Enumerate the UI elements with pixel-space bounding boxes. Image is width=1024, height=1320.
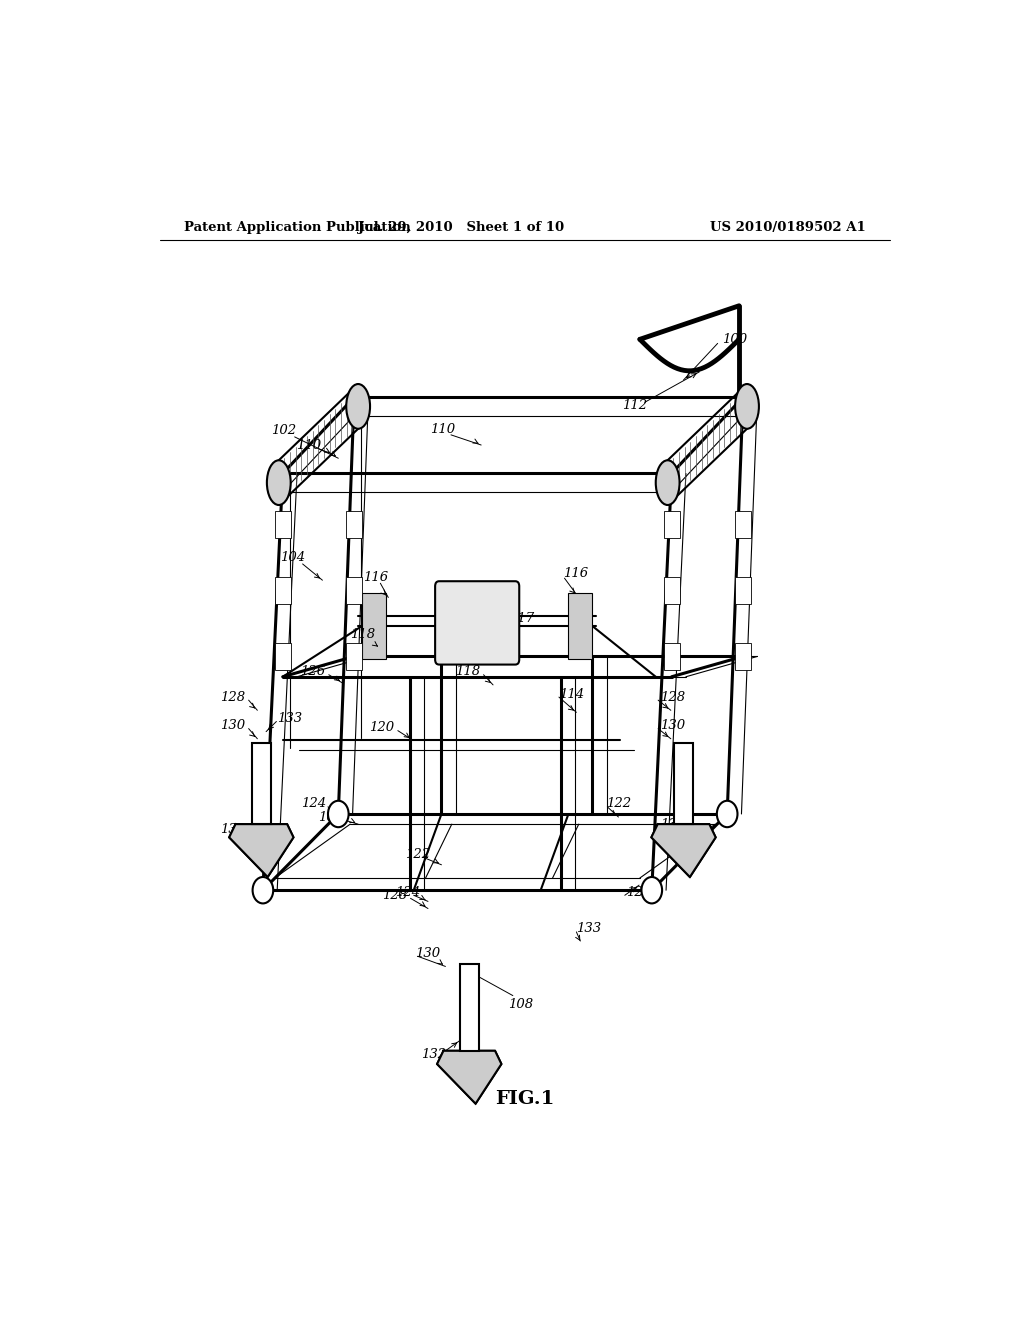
Text: 100: 100 xyxy=(722,333,746,346)
Text: 110: 110 xyxy=(296,438,322,451)
Text: 130: 130 xyxy=(416,946,440,960)
Bar xyxy=(664,643,680,669)
FancyBboxPatch shape xyxy=(435,581,519,664)
Text: 116: 116 xyxy=(364,570,388,583)
Text: 126: 126 xyxy=(300,665,325,678)
Bar xyxy=(735,643,751,669)
Bar xyxy=(274,577,291,603)
Bar xyxy=(274,511,291,537)
Text: 124: 124 xyxy=(395,886,420,899)
Polygon shape xyxy=(651,824,716,876)
Bar xyxy=(674,743,693,824)
Text: 132: 132 xyxy=(220,822,246,836)
Bar xyxy=(362,594,386,660)
Text: 110: 110 xyxy=(430,424,456,437)
Text: 124: 124 xyxy=(301,797,327,810)
Text: 133: 133 xyxy=(278,711,302,725)
Circle shape xyxy=(641,876,663,903)
Text: 102: 102 xyxy=(271,424,296,437)
Circle shape xyxy=(328,801,348,828)
Text: 133: 133 xyxy=(577,923,601,936)
Text: 132: 132 xyxy=(659,817,685,830)
Text: FIG.1: FIG.1 xyxy=(496,1089,554,1107)
Text: 116: 116 xyxy=(563,566,588,579)
Circle shape xyxy=(253,876,273,903)
Bar xyxy=(735,511,751,537)
Text: 108: 108 xyxy=(508,998,534,1011)
Text: 130: 130 xyxy=(659,719,685,733)
Bar xyxy=(664,577,680,603)
Polygon shape xyxy=(229,824,294,876)
Ellipse shape xyxy=(655,461,680,506)
Text: 128: 128 xyxy=(659,690,685,704)
Bar xyxy=(568,594,592,660)
Bar xyxy=(346,577,362,603)
Polygon shape xyxy=(437,1051,502,1104)
Bar xyxy=(346,643,362,669)
Bar xyxy=(460,965,479,1051)
Text: US 2010/0189502 A1: US 2010/0189502 A1 xyxy=(711,220,866,234)
Bar xyxy=(346,511,362,537)
Bar xyxy=(735,577,751,603)
Ellipse shape xyxy=(735,384,759,429)
Text: 128: 128 xyxy=(220,690,246,704)
Text: 118: 118 xyxy=(350,627,376,640)
Text: Jul. 29, 2010   Sheet 1 of 10: Jul. 29, 2010 Sheet 1 of 10 xyxy=(358,220,564,234)
Ellipse shape xyxy=(267,461,291,506)
Bar xyxy=(274,643,291,669)
Text: 104: 104 xyxy=(280,552,305,565)
Text: 120: 120 xyxy=(370,721,394,734)
Text: 122: 122 xyxy=(406,849,430,861)
Text: 126: 126 xyxy=(627,886,651,899)
Text: 122: 122 xyxy=(606,797,631,810)
Text: 117: 117 xyxy=(509,612,535,626)
Bar xyxy=(664,511,680,537)
Text: 128: 128 xyxy=(382,888,408,902)
Circle shape xyxy=(717,801,737,828)
Text: 106: 106 xyxy=(317,810,343,824)
Text: 118: 118 xyxy=(456,665,480,678)
Text: 112: 112 xyxy=(622,399,647,412)
Ellipse shape xyxy=(346,384,370,429)
Text: 132: 132 xyxy=(421,1048,446,1061)
Text: 130: 130 xyxy=(220,719,246,733)
Bar xyxy=(252,743,270,824)
Text: Patent Application Publication: Patent Application Publication xyxy=(183,220,411,234)
Text: 114: 114 xyxy=(559,688,584,701)
